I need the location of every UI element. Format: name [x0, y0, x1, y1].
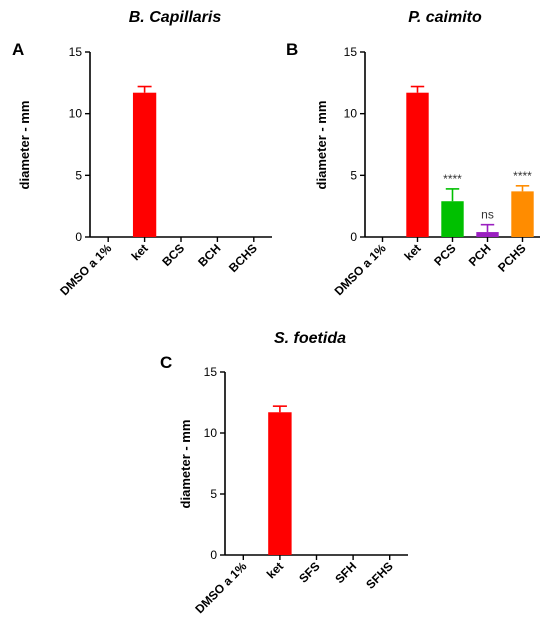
panel-a-x-tick-label: ket [129, 241, 151, 263]
panel-a-title: B. Capillaris [129, 9, 222, 26]
panel-a-y-tick-label: 0 [75, 230, 82, 244]
panel-c-y-tick-label: 10 [204, 426, 218, 440]
panel-b-x-tick-label: PCH [466, 241, 494, 269]
panel-a-label: A [12, 40, 24, 59]
panel-a-y-tick-label: 5 [75, 168, 82, 182]
panel-b-significance-label: ns [481, 208, 494, 222]
panel-b-x-tick-label: PCS [431, 241, 458, 268]
panel-c-bar-ket [268, 412, 292, 555]
panel-c-y-tick-label: 15 [204, 365, 218, 379]
panel-b: P. caimito B diameter - mm 0 5 10 15 DMSO a … [286, 9, 540, 298]
panel-c-title: S. foetida [274, 330, 346, 347]
panel-b-title: P. caimito [408, 9, 482, 26]
panel-a-x-tick-label: BCHS [226, 241, 260, 275]
panel-c-x-tick-label: SFH [332, 559, 359, 586]
panel-b-significance-label: **** [443, 172, 462, 186]
panel-b-bar-pcs [441, 201, 464, 237]
panel-c-x-tick-label: SFHS [363, 559, 396, 592]
panel-b-x-tick-label: DMSO a 1% [332, 241, 389, 298]
panel-b-y-tick-label: 0 [350, 230, 357, 244]
panel-c-label: C [160, 353, 172, 372]
panel-b-y-tick-label: 10 [344, 107, 358, 121]
panel-b-y-axis-label: diameter - mm [314, 101, 329, 190]
panel-b-significance-label: **** [513, 169, 532, 183]
panel-c-y-axis-label: diameter - mm [178, 420, 193, 509]
panel-b-y-tick-label: 5 [350, 168, 357, 182]
panel-a-x-tick-label: DMSO a 1% [57, 241, 114, 298]
panel-b-y-tick-label: 15 [344, 45, 358, 59]
panel-c: S. foetida C diameter - mm 0 5 10 15 DMSO a … [160, 330, 408, 616]
panel-b-bar-pchs [511, 191, 534, 237]
panel-a-y-tick-label: 15 [69, 45, 83, 59]
panel-c-x-tick-label: DMSO a 1% [192, 559, 249, 616]
panel-b-bar-pch [476, 232, 499, 237]
panel-a-x-tick-label: BCH [195, 241, 223, 269]
panel-b-label: B [286, 40, 298, 59]
panel-c-y-tick-label: 0 [210, 548, 217, 562]
panel-a-x-tick-label: BCS [159, 241, 187, 269]
panel-b-x-tick-label: ket [401, 241, 423, 263]
panel-a: B. Capillaris A diameter - mm 0 5 10 15 DMSO… [12, 9, 272, 298]
panel-a-y-tick-label: 10 [69, 107, 83, 121]
panel-c-y-tick-label: 5 [210, 487, 217, 501]
panel-a-y-axis-label: diameter - mm [17, 101, 32, 190]
panel-a-bar-ket [132, 92, 157, 237]
panel-b-bar-ket [406, 92, 429, 237]
panel-c-x-tick-label: SFS [296, 559, 322, 585]
panel-b-x-tick-label: PCHS [495, 241, 528, 274]
panel-c-x-tick-label: ket [264, 559, 286, 581]
